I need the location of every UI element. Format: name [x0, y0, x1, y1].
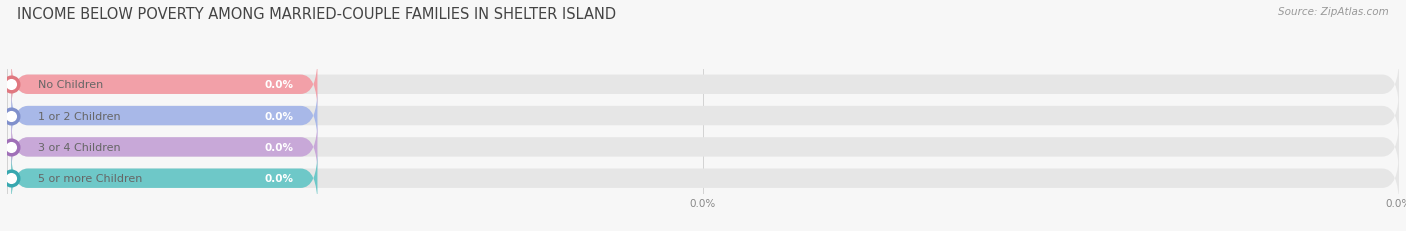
Text: INCOME BELOW POVERTY AMONG MARRIED-COUPLE FAMILIES IN SHELTER ISLAND: INCOME BELOW POVERTY AMONG MARRIED-COUPL…	[17, 7, 616, 22]
FancyBboxPatch shape	[11, 57, 318, 113]
Text: 1 or 2 Children: 1 or 2 Children	[38, 111, 121, 121]
Text: 0.0%: 0.0%	[264, 111, 294, 121]
Text: 0.0%: 0.0%	[264, 142, 294, 152]
FancyBboxPatch shape	[11, 57, 1399, 113]
FancyBboxPatch shape	[11, 151, 1399, 206]
Text: 5 or more Children: 5 or more Children	[38, 173, 142, 183]
Text: 3 or 4 Children: 3 or 4 Children	[38, 142, 121, 152]
Text: Source: ZipAtlas.com: Source: ZipAtlas.com	[1278, 7, 1389, 17]
Text: No Children: No Children	[38, 80, 103, 90]
FancyBboxPatch shape	[11, 119, 1399, 175]
Text: 0.0%: 0.0%	[264, 80, 294, 90]
FancyBboxPatch shape	[11, 88, 1399, 144]
FancyBboxPatch shape	[11, 119, 318, 175]
FancyBboxPatch shape	[11, 88, 318, 144]
Text: 0.0%: 0.0%	[264, 173, 294, 183]
FancyBboxPatch shape	[11, 151, 318, 206]
